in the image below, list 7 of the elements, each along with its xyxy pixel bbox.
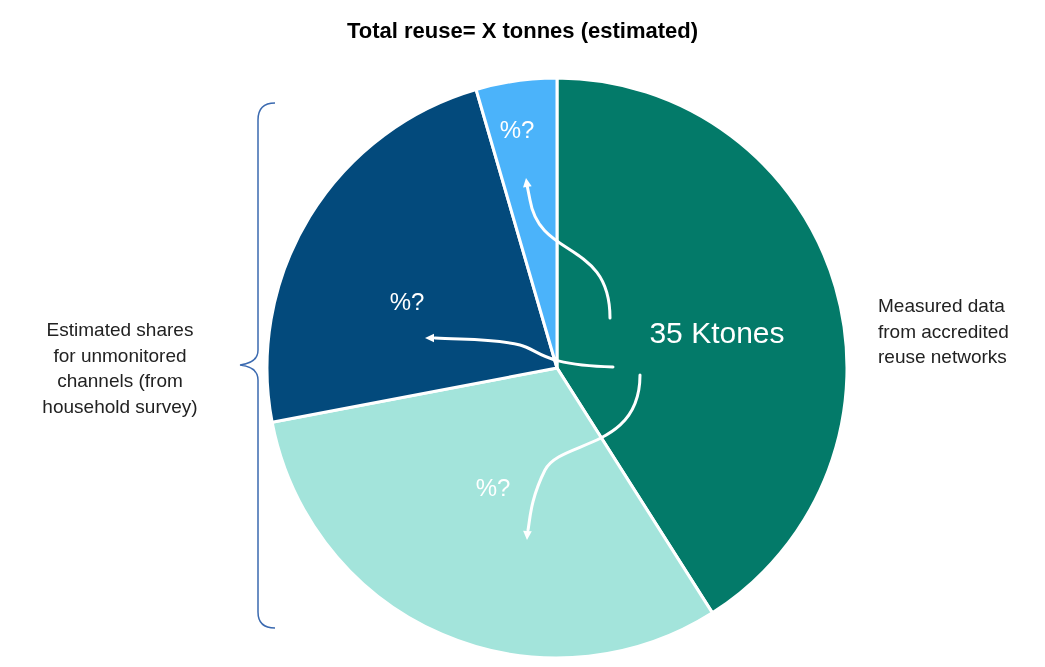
text: %? bbox=[475, 474, 511, 501]
text: Measured data from accredited reuse networks bbox=[878, 295, 1009, 368]
chart-title: Total reuse= X tonnes (estimated) bbox=[346, 18, 699, 43]
text: %? bbox=[389, 288, 425, 315]
text: 35 Ktones bbox=[649, 316, 785, 349]
text: %? bbox=[499, 116, 535, 143]
text: Estimated shares for unmonitored channels (from household survey) bbox=[42, 319, 198, 417]
